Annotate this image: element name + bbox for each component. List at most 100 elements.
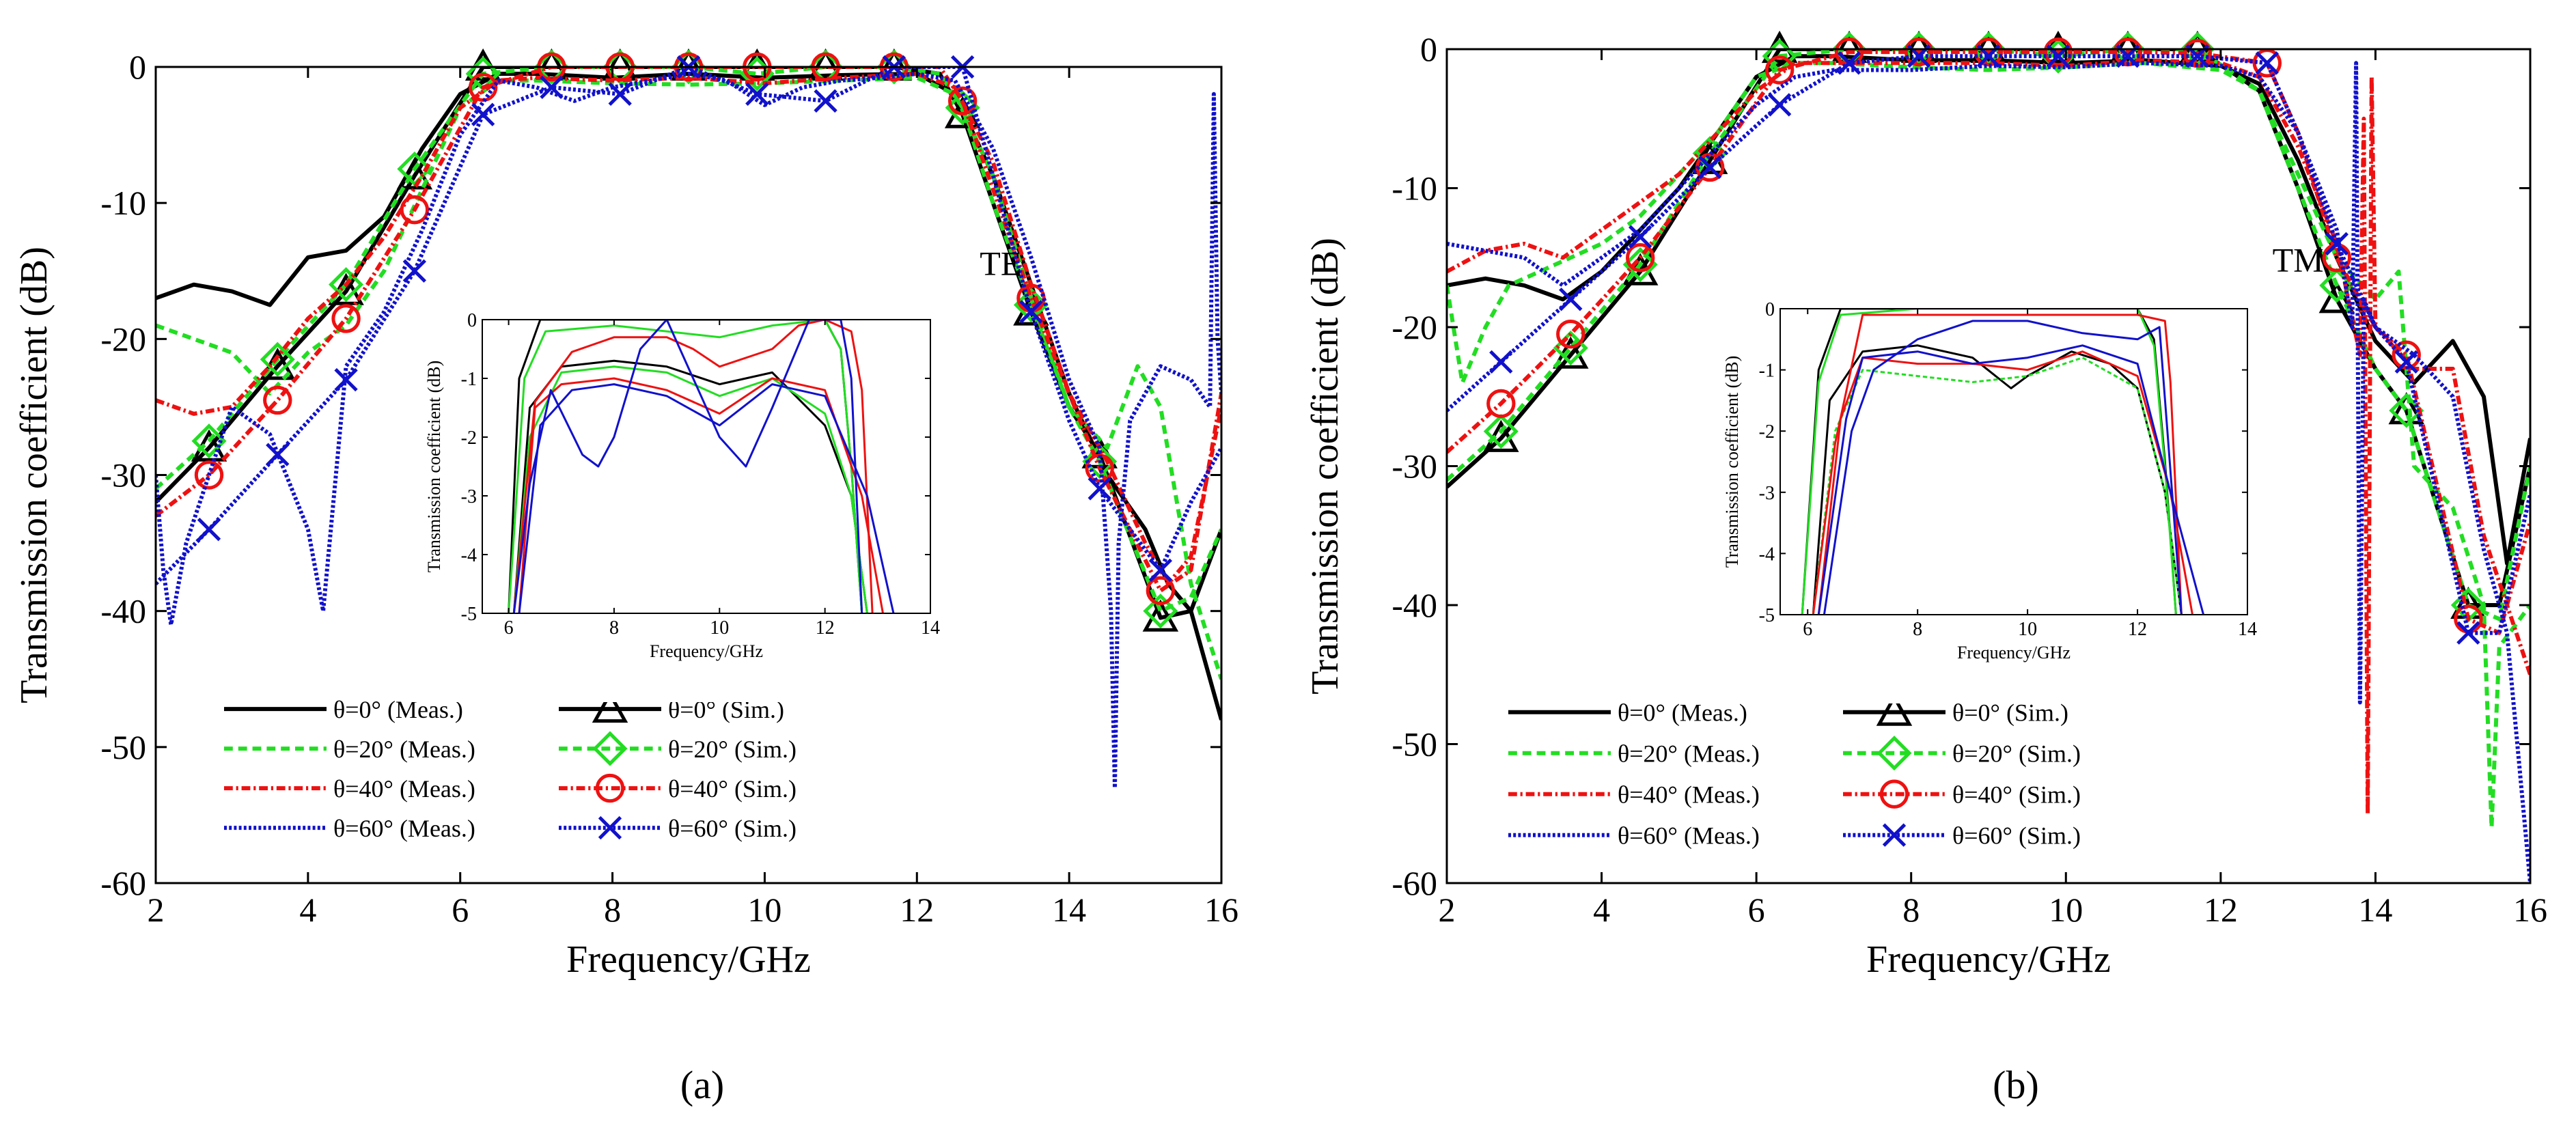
a-y-axis-label: Transmission coefficient (dB) [13,247,55,703]
b-data-point [1698,155,1722,180]
a-legend-marker [598,815,622,840]
a-inset-axes-frame [482,319,931,614]
b-data-point [1767,93,1792,117]
a-inset-x-tick-label: 10 [710,617,729,639]
b-data-point [1483,414,1519,449]
a-x-tick-label: 10 [747,891,781,929]
b-data-point [2255,51,2279,75]
a-series-group [156,48,1221,790]
b-inset-axes-frame [1779,308,2248,615]
a-inset-line-series-3 [508,320,863,613]
a-legend-item: θ=20° (Meas.) [224,736,475,763]
b-x-tick-label: 10 [2049,891,2083,929]
a-data-point [1088,477,1111,501]
b-inset-line-series-7 [1823,320,2183,615]
b-x-tick-label: 8 [1902,891,1920,929]
b-inset: 6 8 10 12 14 0 -1 -2 -3 -4 -5 Frequency/GHz Transmis… [1705,295,2275,703]
a-inset-line-series-4 [518,377,884,613]
a-y-tick-label: -20 [100,320,146,358]
b-data-point [1629,225,1652,249]
b-series-group [1447,30,2530,883]
b-data-point [2325,232,2349,256]
b-data-point [2456,621,2480,645]
a-data-point [194,460,224,490]
a-inset-line-series-2 [512,365,868,613]
b-legend-marker [1876,736,1912,771]
a-line-series-5 [156,67,1221,593]
a-data-point [266,443,290,466]
b-legend-item: θ=60° (Meas.) [1508,822,1760,850]
b-y-tick-label: -60 [1391,864,1437,902]
b-y-tick-label: -40 [1391,586,1437,624]
a-inset-y-tick-label: -4 [461,545,477,566]
a-x-tick-label: 6 [452,891,469,929]
a-inset-x-tick-label: 8 [609,617,619,639]
a-data-point [400,195,430,225]
a-inset-y-tick-label: -2 [461,428,477,449]
a-subfigure-label: (a) [680,1063,724,1107]
b-polarization-label: TM [2273,241,2324,279]
b-inset-y-tick-label: 0 [1765,299,1775,320]
b-data-point [1556,319,1585,349]
a-data-point [1148,558,1173,583]
b-data-point [2394,350,2418,374]
a-data-point [402,259,427,283]
b-inset-x-tick-label: 10 [2018,619,2037,640]
a-line-series-2 [156,75,1221,680]
a-inset-line-series-5 [512,320,874,613]
a-legend-marker [595,773,625,803]
b-data-point [1904,37,1934,67]
b-x-axis-label: Frequency/GHz [1866,938,2111,981]
a-data-point [260,341,295,377]
b-data-point [1559,288,1583,311]
b-line-series-5 [1447,50,2530,635]
b-legend-label: θ=0° (Sim.) [1952,699,2068,727]
b-data-point [2252,48,2282,78]
a-data-point [334,367,358,392]
b-legend-label: θ=0° (Meas.) [1618,699,1747,727]
b-data-point [1837,51,1861,75]
a-inset-line-series-6 [518,383,895,613]
a-data-point [1013,288,1049,323]
b-x-tick-label: 12 [2204,891,2238,929]
b-inset-x-tick-label: 6 [1803,619,1812,640]
a-inset-y-axis-label: Transmission coefficient (dB) [424,361,444,573]
a-data-point [331,304,361,333]
a-data-point [540,75,564,100]
b-y-axis-label: Transmission coefficient (dB) [1304,238,1346,695]
b-data-point [1626,243,1655,273]
b-x-tick-label: 4 [1593,891,1610,929]
b-data-point [2043,37,2073,67]
b-legend-marker [1879,779,1909,809]
b-legend-label: θ=60° (Meas.) [1618,822,1760,850]
b-data-point [2388,391,2424,425]
b-y-tick-label: -20 [1391,308,1437,346]
a-data-point [191,423,227,459]
b-inset-line-series-3 [1801,309,2177,615]
a-inset-y-tick-label: 0 [467,310,477,331]
b-legend-label: θ=40° (Meas.) [1618,781,1760,809]
b-legend: θ=0° (Meas.) θ=0° (Sim.) θ=20° (Meas.) θ=20… [1508,693,2081,850]
a-data-point [608,82,632,107]
a-data-point [197,517,221,542]
a-data-point [263,385,292,415]
a-data-point [1019,300,1043,324]
a-data-point [471,102,495,126]
a-y-tick-label: -60 [100,864,146,902]
b-inset-y-tick-label: -4 [1759,544,1775,565]
a-legend-label: θ=40° (Meas.) [333,775,475,802]
b-inset-line-series-2 [1812,357,2183,615]
a-legend-label: θ=60° (Meas.) [333,815,475,842]
b-legend-label: θ=20° (Meas.) [1618,740,1760,768]
b-legend-item: θ=20° (Sim.) [1843,736,2081,771]
a-legend-item: θ=40° (Sim.) [559,773,797,803]
b-x-tick-label: 2 [1439,891,1456,929]
a-inset-x-tick-label: 12 [816,617,835,639]
a-y-tick-label: -40 [100,592,146,630]
a-x-tick-label: 4 [299,891,316,929]
a-data-point [1143,594,1178,629]
b-inset-line-series-5 [1812,313,2183,615]
a-legend-label: θ=40° (Sim.) [668,775,797,802]
a-legend-item: θ=60° (Sim.) [559,815,797,842]
a-x-tick-label: 2 [148,891,165,929]
